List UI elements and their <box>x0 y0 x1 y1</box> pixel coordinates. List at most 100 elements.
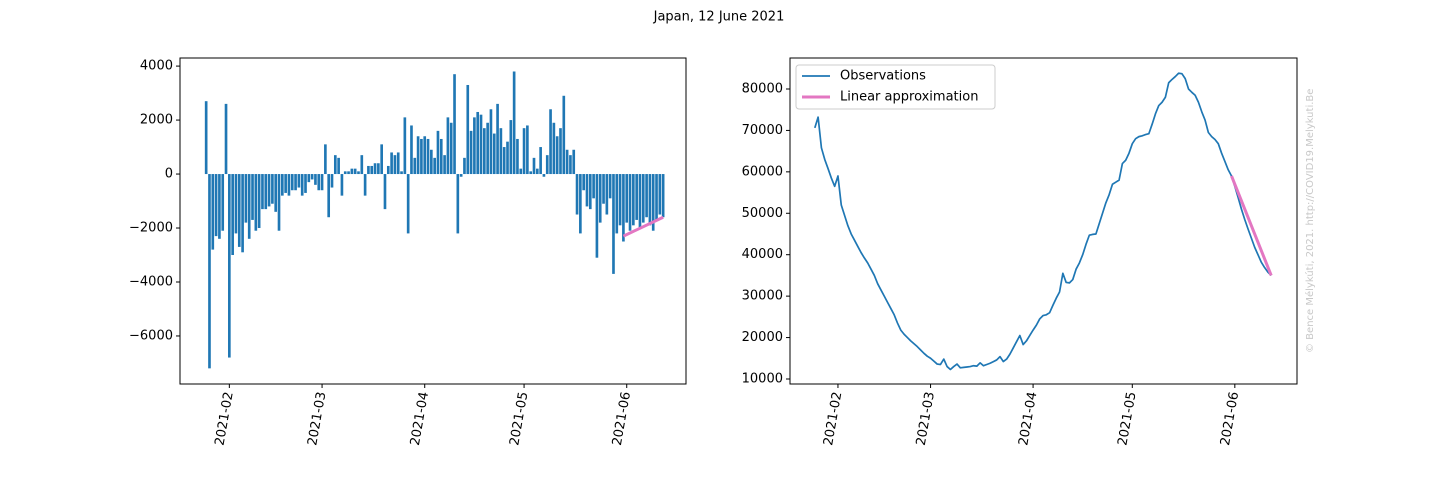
bar <box>277 174 281 231</box>
bar <box>565 149 569 175</box>
bar <box>625 174 629 223</box>
bar <box>386 165 390 175</box>
bar <box>592 174 595 199</box>
bar <box>506 141 509 175</box>
y-tick-label: −6000 <box>129 328 173 343</box>
bar <box>367 165 370 175</box>
bar <box>605 174 609 215</box>
bar <box>264 174 268 210</box>
bar <box>529 171 533 175</box>
bar <box>363 174 367 196</box>
bar <box>569 155 572 175</box>
bar <box>449 122 453 175</box>
bar <box>509 120 513 175</box>
bar <box>406 174 410 234</box>
bar <box>443 155 446 175</box>
bar <box>483 128 486 175</box>
bar <box>353 168 357 175</box>
series-line <box>1230 175 1273 276</box>
bar <box>439 138 443 175</box>
y-tick-label: 50000 <box>742 206 783 221</box>
bar <box>208 174 211 369</box>
bar <box>430 149 433 175</box>
bar <box>628 174 632 231</box>
bar <box>281 174 284 196</box>
bar <box>602 174 605 204</box>
bar <box>645 174 648 218</box>
bar <box>552 122 556 175</box>
bar <box>423 136 427 175</box>
bar <box>287 174 291 196</box>
bar <box>261 174 264 210</box>
bar <box>300 174 304 196</box>
bar <box>251 174 254 220</box>
y-tick-label: 60000 <box>742 164 783 179</box>
y-tick-label: −4000 <box>129 274 173 289</box>
bar <box>572 149 576 175</box>
x-tick-label: 2021-02 <box>213 391 237 447</box>
bar <box>228 174 231 358</box>
bar <box>638 174 642 229</box>
x-tick-label: 2021-02 <box>821 391 845 447</box>
bar <box>473 117 476 175</box>
bar <box>459 174 463 177</box>
y-tick-label: 10000 <box>742 371 783 386</box>
watermark: © Bence Mélykúti, 2021. http://COVID19.M… <box>1304 89 1316 353</box>
bar <box>271 174 274 204</box>
bar <box>211 174 215 250</box>
bar <box>463 157 466 175</box>
bar <box>559 128 562 175</box>
bar <box>237 174 241 247</box>
bar <box>254 174 258 231</box>
bar <box>456 174 460 234</box>
axes-frame <box>179 57 687 385</box>
x-tick-label: 2021-04 <box>408 391 432 447</box>
bar <box>595 174 599 258</box>
y-tick-label: 20000 <box>742 330 783 345</box>
bar <box>290 174 294 191</box>
bar <box>241 174 244 253</box>
bar <box>598 174 602 223</box>
y-tick-label: 2000 <box>140 113 173 128</box>
bar <box>297 174 301 188</box>
bar <box>294 174 297 191</box>
bar <box>244 174 248 223</box>
bar <box>555 136 559 175</box>
bar <box>284 174 287 193</box>
bar <box>612 174 615 274</box>
bar <box>327 174 331 218</box>
bar <box>234 174 238 234</box>
bar <box>608 174 612 199</box>
y-tick-label: 40000 <box>742 247 783 262</box>
bar <box>496 103 499 175</box>
bar <box>410 125 413 175</box>
x-tick-label: 2021-04 <box>1016 391 1040 447</box>
bar <box>562 95 566 175</box>
bar <box>400 171 403 175</box>
bar <box>377 163 380 175</box>
bar <box>651 174 655 231</box>
bar <box>393 155 397 175</box>
bar <box>575 174 579 215</box>
bar <box>221 174 225 231</box>
figure-title: Japan, 12 June 2021 <box>653 10 785 25</box>
bar <box>615 174 619 234</box>
bar <box>420 138 423 175</box>
bar <box>257 174 261 229</box>
bar <box>618 174 622 226</box>
bar <box>466 84 470 175</box>
bar <box>314 174 317 185</box>
bar <box>655 174 658 220</box>
bar <box>433 157 436 175</box>
series-line <box>813 72 1272 371</box>
bar <box>343 171 347 175</box>
bar <box>476 111 480 175</box>
bar <box>486 122 489 175</box>
bar <box>380 144 383 175</box>
bar <box>526 125 529 175</box>
bar <box>453 74 456 175</box>
bar <box>545 155 549 175</box>
bar <box>588 174 592 210</box>
bar <box>492 133 496 175</box>
